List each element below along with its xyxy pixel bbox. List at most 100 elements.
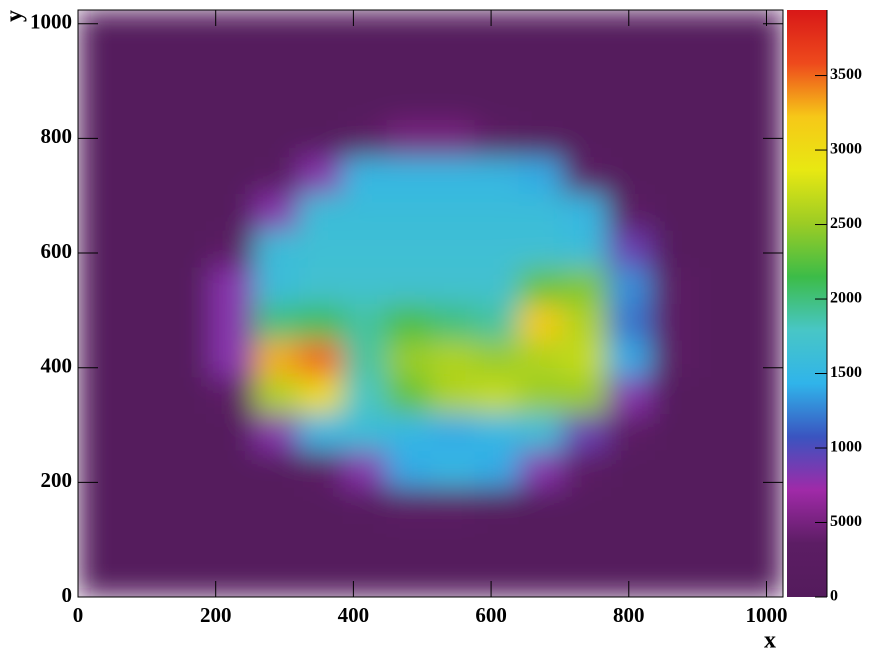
heat-cell [606,83,652,121]
heat-cell [78,376,123,415]
heat-cell [694,450,740,488]
heat-cell [386,560,431,597]
heat-cell [474,486,520,525]
heat-cell [694,46,740,84]
heat-cell [386,450,431,488]
heat-cell [342,340,387,378]
heat-cell [210,193,255,231]
heat-cell [342,450,387,488]
heat-cell [78,486,123,525]
heat-cell [694,523,740,561]
heat-cell [166,376,211,415]
heat-cell [254,523,299,561]
heat-cell [738,486,783,525]
plot-frame [77,9,784,598]
heat-cell [474,156,520,194]
heat-cell [650,83,696,121]
heat-cell [650,450,696,488]
heat-cell [254,83,299,121]
z-tick-label: 2000 [830,290,862,307]
heat-cell [342,156,387,194]
x-tick-label: 400 [338,603,370,627]
heat-cell [78,560,123,597]
heat-cell [298,486,343,525]
heat-cell [430,10,476,48]
heat-cell [166,230,211,268]
heat-cell [166,486,211,525]
heat-cell [210,230,255,268]
heat-cell [606,46,652,84]
heat-cell [342,266,387,304]
heat-cell [210,450,255,488]
heat-cell [254,230,299,268]
heat-cell [342,413,387,451]
heat-cell [78,303,123,341]
heat-cell [518,46,564,84]
heat-cell [78,193,123,231]
heat-cell [298,156,343,194]
heat-cell [386,230,431,268]
heat-cell [166,83,211,121]
heat-cell [518,10,564,48]
heat-cell [606,523,652,561]
heat-cell [254,120,299,158]
heat-cell [254,450,299,488]
heat-cell [166,10,211,48]
heat-cell [430,413,476,451]
heat-cell [562,193,608,231]
heat-cell [606,266,652,304]
heat-cell [518,376,564,415]
heat-cell [254,486,299,525]
heat-cell [694,120,740,158]
heat-cell [122,266,167,304]
heat-cell [122,120,167,158]
x-axis-label: x [764,628,776,654]
heat-cell [474,10,520,48]
heat-cell [254,46,299,84]
heat-cell [298,120,343,158]
heat-cell [650,266,696,304]
heat-cell [562,413,608,451]
heat-cell [430,340,476,378]
heat-cell [650,303,696,341]
heat-cell [518,450,564,488]
heat-cell [738,156,783,194]
heat-cell [122,450,167,488]
heat-cell [78,83,123,121]
heat-cell [430,523,476,561]
heat-cell [342,10,387,48]
heat-cell [606,413,652,451]
heat-cell [386,120,431,158]
heat-cell [606,340,652,378]
y-tick-label: 400 [41,354,73,378]
heat-cell [342,193,387,231]
heat-cell [210,486,255,525]
heat-cell [518,303,564,341]
heat-cell [606,120,652,158]
heat-cell [254,376,299,415]
heat-cell [166,303,211,341]
heat-cell [430,193,476,231]
heat-cell [386,376,431,415]
heat-cell [474,560,520,597]
heat-cell [342,120,387,158]
heat-cell [562,83,608,121]
heat-cell [122,523,167,561]
z-tick-label: 1000 [830,439,862,456]
heat-cell [562,46,608,84]
heat-cell [298,303,343,341]
heat-cell [122,376,167,415]
heat-cell [254,156,299,194]
heat-cell [342,376,387,415]
heat-cell [650,340,696,378]
heat-cell [518,266,564,304]
heat-cell [78,46,123,84]
heat-cell [606,376,652,415]
y-tick-label: 1000 [30,10,72,34]
heat-cell [166,413,211,451]
heat-cell [430,303,476,341]
heat-cell [386,83,431,121]
heat-cell [386,486,431,525]
heat-cell [122,560,167,597]
heat-cell [738,450,783,488]
